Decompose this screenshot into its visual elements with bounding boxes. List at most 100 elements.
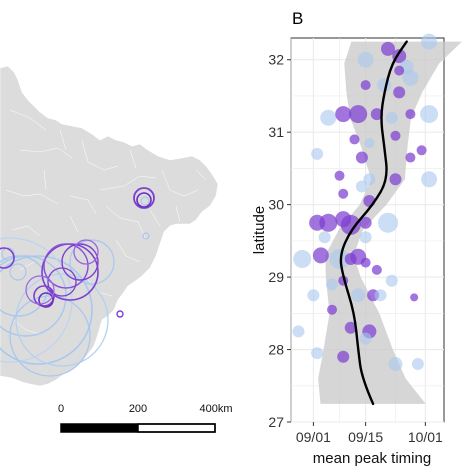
data-point (385, 274, 398, 287)
data-point (338, 188, 349, 199)
data-point (378, 212, 399, 233)
scale-bar-white (137, 423, 216, 433)
data-point (394, 65, 405, 76)
data-point (421, 171, 438, 188)
data-point (351, 288, 366, 303)
data-point (405, 152, 416, 163)
map-bubble (25, 275, 55, 305)
map-bubble (140, 196, 150, 206)
data-point (421, 33, 438, 50)
map-bubble (133, 187, 155, 209)
map-region (0, 65, 219, 387)
data-point (360, 257, 371, 268)
data-point (390, 130, 401, 141)
data-point (329, 248, 350, 269)
y-tick-label: 28 (268, 342, 284, 358)
map-bubble (15, 273, 109, 367)
y-tick-label: 29 (268, 269, 284, 285)
data-point (357, 51, 374, 68)
panel-label: B (292, 9, 303, 28)
y-axis-label: latitude (251, 206, 268, 254)
data-point (344, 321, 357, 334)
map-bubble (73, 239, 99, 265)
x-axis-label: mean peak timing (313, 450, 431, 467)
data-point (335, 106, 352, 123)
map-bubble (0, 255, 93, 365)
scale-label-0: 0 (58, 403, 64, 415)
map-bubble (142, 232, 150, 240)
y-tick-label: 32 (268, 52, 284, 68)
data-point (349, 134, 360, 145)
data-point (381, 41, 396, 56)
points-group (292, 33, 439, 372)
map-bubble (38, 292, 54, 308)
map-bubble (9, 263, 27, 281)
map-bubble (47, 267, 77, 297)
scale-bar-outline (60, 423, 216, 433)
data-point (319, 213, 338, 232)
data-point (359, 231, 372, 244)
map-bubble (0, 247, 15, 269)
map-landmass (0, 65, 219, 387)
data-point (359, 332, 372, 345)
map-bubble (9, 295, 91, 377)
data-point (402, 69, 419, 86)
map-bubble (116, 310, 124, 318)
grid (290, 38, 444, 423)
data-point (388, 357, 403, 372)
data-point (326, 278, 339, 291)
data-point (320, 109, 337, 126)
scale-bar-black (61, 424, 138, 432)
data-point (364, 138, 375, 149)
smooth-trend-line (339, 40, 408, 406)
x-tick-label: 09/15 (348, 429, 383, 445)
scale-bar: 0 200 400km (58, 403, 233, 433)
x-tick-label: 09/01 (296, 429, 331, 445)
map-panel: 0 200 400km (0, 65, 233, 433)
map-bubble (61, 243, 99, 281)
map-bubbles (0, 187, 155, 377)
data-point (393, 86, 406, 99)
map-bubble (136, 192, 152, 208)
data-point (293, 249, 312, 268)
map-bubble (69, 239, 115, 285)
data-point (410, 293, 419, 302)
data-point (355, 180, 368, 193)
smooth-line-group (339, 40, 408, 406)
plot-panel: 09/01 09/15 10/01 27 28 29 30 31 32 mean peak t… (251, 33, 463, 467)
data-point (311, 147, 324, 160)
data-point (363, 173, 376, 186)
y-tick-label: 31 (268, 124, 284, 140)
data-point (405, 109, 416, 120)
scale-label-200: 200 (129, 403, 147, 415)
y-axis-ticks: 27 28 29 30 31 32 (268, 52, 291, 430)
data-point (307, 289, 320, 302)
data-point (311, 347, 324, 360)
scale-label-400: 400km (199, 403, 232, 415)
data-point (385, 111, 398, 124)
data-point (337, 350, 350, 363)
y-tick-label: 27 (268, 414, 284, 430)
data-point (349, 105, 368, 124)
x-axis-ticks: 09/01 09/15 10/01 (296, 422, 443, 445)
data-point (420, 105, 439, 124)
data-point (411, 358, 424, 371)
data-point (389, 173, 402, 186)
data-point (370, 108, 383, 121)
x-tick-label: 10/01 (408, 429, 443, 445)
data-point (360, 80, 371, 91)
map-county-borders (5, 109, 207, 335)
data-point (374, 289, 387, 302)
data-point (371, 264, 382, 275)
data-point (416, 145, 427, 156)
y-tick-label: 30 (268, 197, 284, 213)
data-point (340, 214, 361, 235)
data-point (312, 247, 329, 264)
data-point (355, 151, 368, 164)
data-point (318, 231, 331, 244)
data-point (334, 170, 345, 181)
data-point (327, 304, 338, 315)
map-bubble (43, 243, 89, 289)
data-point (292, 325, 305, 338)
